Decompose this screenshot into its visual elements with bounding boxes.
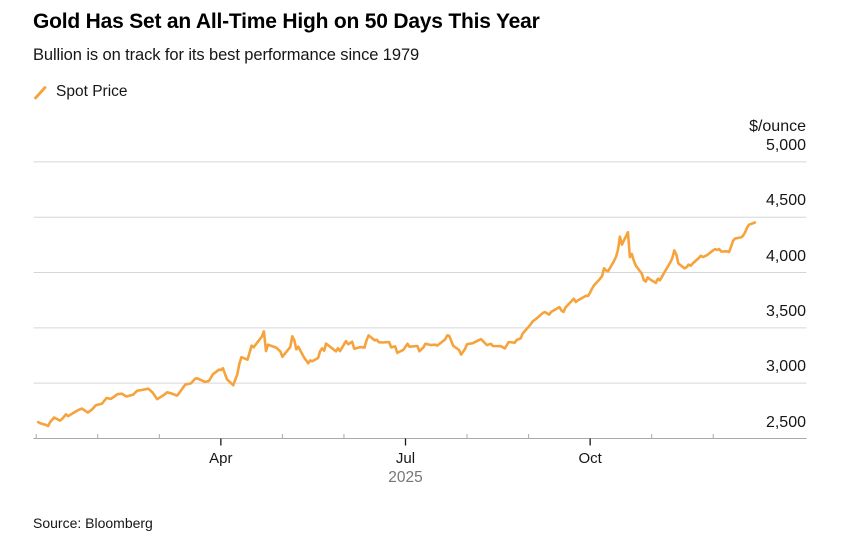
y-axis-label-3500: 3,500 <box>765 302 806 320</box>
page-title: Gold Has Set an All-Time High on 50 Days… <box>33 10 540 33</box>
chart-subtitle: Bullion is on track for its best perform… <box>33 46 420 64</box>
price-line-spot-price <box>36 221 757 428</box>
x-axis-label-oct: Oct <box>578 450 602 467</box>
legend-label: Spot Price <box>56 83 128 100</box>
y-axis-unit-label: $/ounce <box>749 118 806 135</box>
y-axis-label-5000: 5,000 <box>765 136 806 154</box>
slash-icon <box>33 85 48 100</box>
x-axis-label-apr: Apr <box>209 450 233 467</box>
source-attribution: Source: Bloomberg <box>33 515 153 531</box>
x-axis-year-label: 2025 <box>388 469 423 486</box>
y-axis-label-2500: 2,500 <box>765 413 806 431</box>
y-axis-label-3000: 3,000 <box>765 358 806 376</box>
x-axis-label-jul: Jul <box>395 450 416 467</box>
legend: Spot Price <box>33 83 128 101</box>
y-axis-label-4000: 4,000 <box>765 247 806 265</box>
y-axis-label-4500: 4,500 <box>765 192 806 210</box>
